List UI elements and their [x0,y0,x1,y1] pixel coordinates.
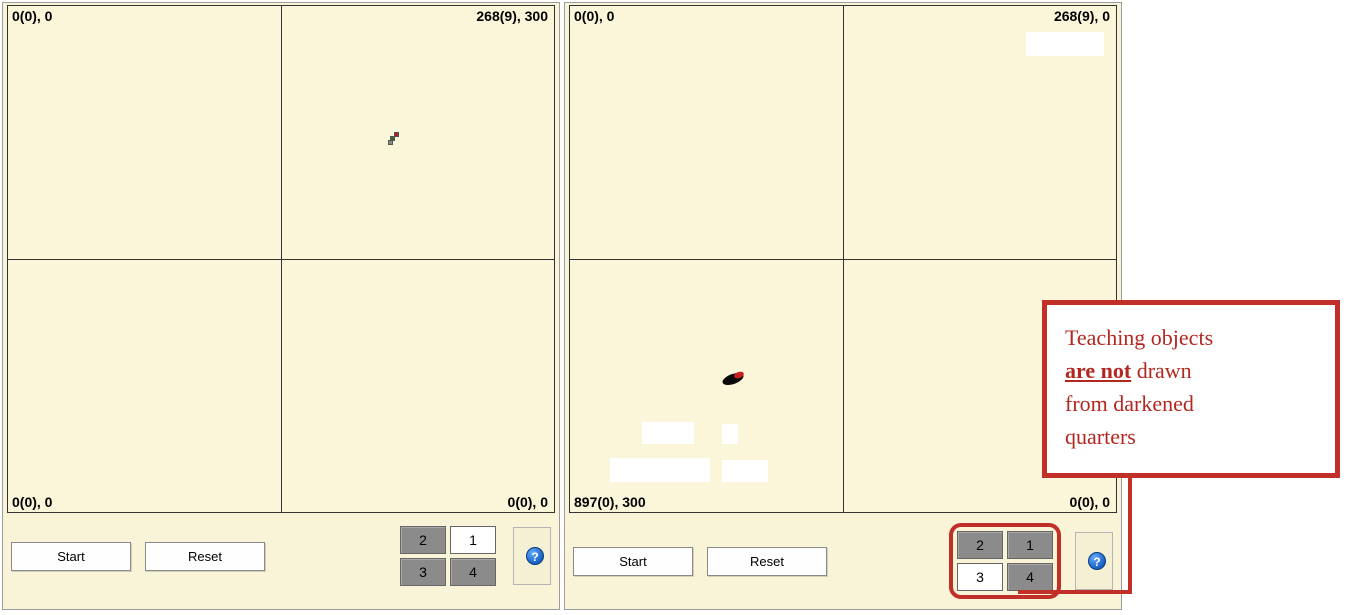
callout-text-2: drawn [1131,358,1191,383]
callout-text-1: Teaching objects [1065,325,1213,350]
coord-top-right: 268(9), 0 [1054,8,1110,24]
help-icon[interactable]: ? [1088,552,1106,570]
quadrant-selector-left: 2 1 3 4 [397,523,499,589]
coord-top-right: 268(9), 300 [476,8,548,24]
white-overlay [1026,32,1104,56]
help-container: ? [513,527,551,585]
callout-emphasis: are not [1065,358,1131,383]
white-overlay [642,422,694,444]
callout-text-3: from darkened [1065,391,1194,416]
quadrant-3-button[interactable]: 3 [400,558,446,586]
quadrant-2-button[interactable]: 2 [400,526,446,554]
object-marker [720,370,748,388]
controls-row-left: Start Reset 2 1 3 4 ? [3,517,559,599]
coord-bottom-right: 0(0), 0 [508,494,548,510]
quadrant-2-button[interactable]: 2 [957,531,1003,559]
coord-top-left: 0(0), 0 [574,8,614,24]
white-overlay [610,458,710,482]
controls-row-right: Start Reset 2 1 3 4 ? [565,517,1121,609]
coord-top-left: 0(0), 0 [12,8,52,24]
coord-bottom-right: 0(0), 0 [1070,494,1110,510]
quadrant-4-button[interactable]: 4 [1007,563,1053,591]
annotation-callout: Teaching objects are not drawn from dark… [1042,300,1340,478]
quadrant-selector-right: 2 1 3 4 [949,523,1061,599]
white-overlay [722,460,768,482]
start-button[interactable]: Start [11,542,131,571]
panel-right: 0(0), 0 268(9), 0 897(0), 300 0(0), 0 St… [564,2,1122,610]
callout-text-4: quarters [1065,424,1136,449]
callout-connector [1128,478,1132,594]
reset-button[interactable]: Reset [145,542,265,571]
quadrant-1-button[interactable]: 1 [450,526,496,554]
coord-bottom-left: 0(0), 0 [12,494,52,510]
start-button[interactable]: Start [573,547,693,576]
help-icon[interactable]: ? [526,547,544,565]
quadrant-3-button[interactable]: 3 [957,563,1003,591]
panel-left: 0(0), 0 268(9), 300 0(0), 0 0(0), 0 Star… [2,2,560,610]
coord-bottom-left: 897(0), 300 [574,494,646,510]
object-marker [388,132,404,148]
grid-vertical-line [281,6,282,512]
reset-button[interactable]: Reset [707,547,827,576]
quadrant-1-button[interactable]: 1 [1007,531,1053,559]
grid-area-right: 0(0), 0 268(9), 0 897(0), 300 0(0), 0 [569,5,1117,513]
callout-connector [1018,590,1132,594]
quadrant-4-button[interactable]: 4 [450,558,496,586]
grid-area-left: 0(0), 0 268(9), 300 0(0), 0 0(0), 0 [7,5,555,513]
help-container: ? [1075,532,1113,590]
grid-vertical-line [843,6,844,512]
white-overlay [722,424,738,444]
